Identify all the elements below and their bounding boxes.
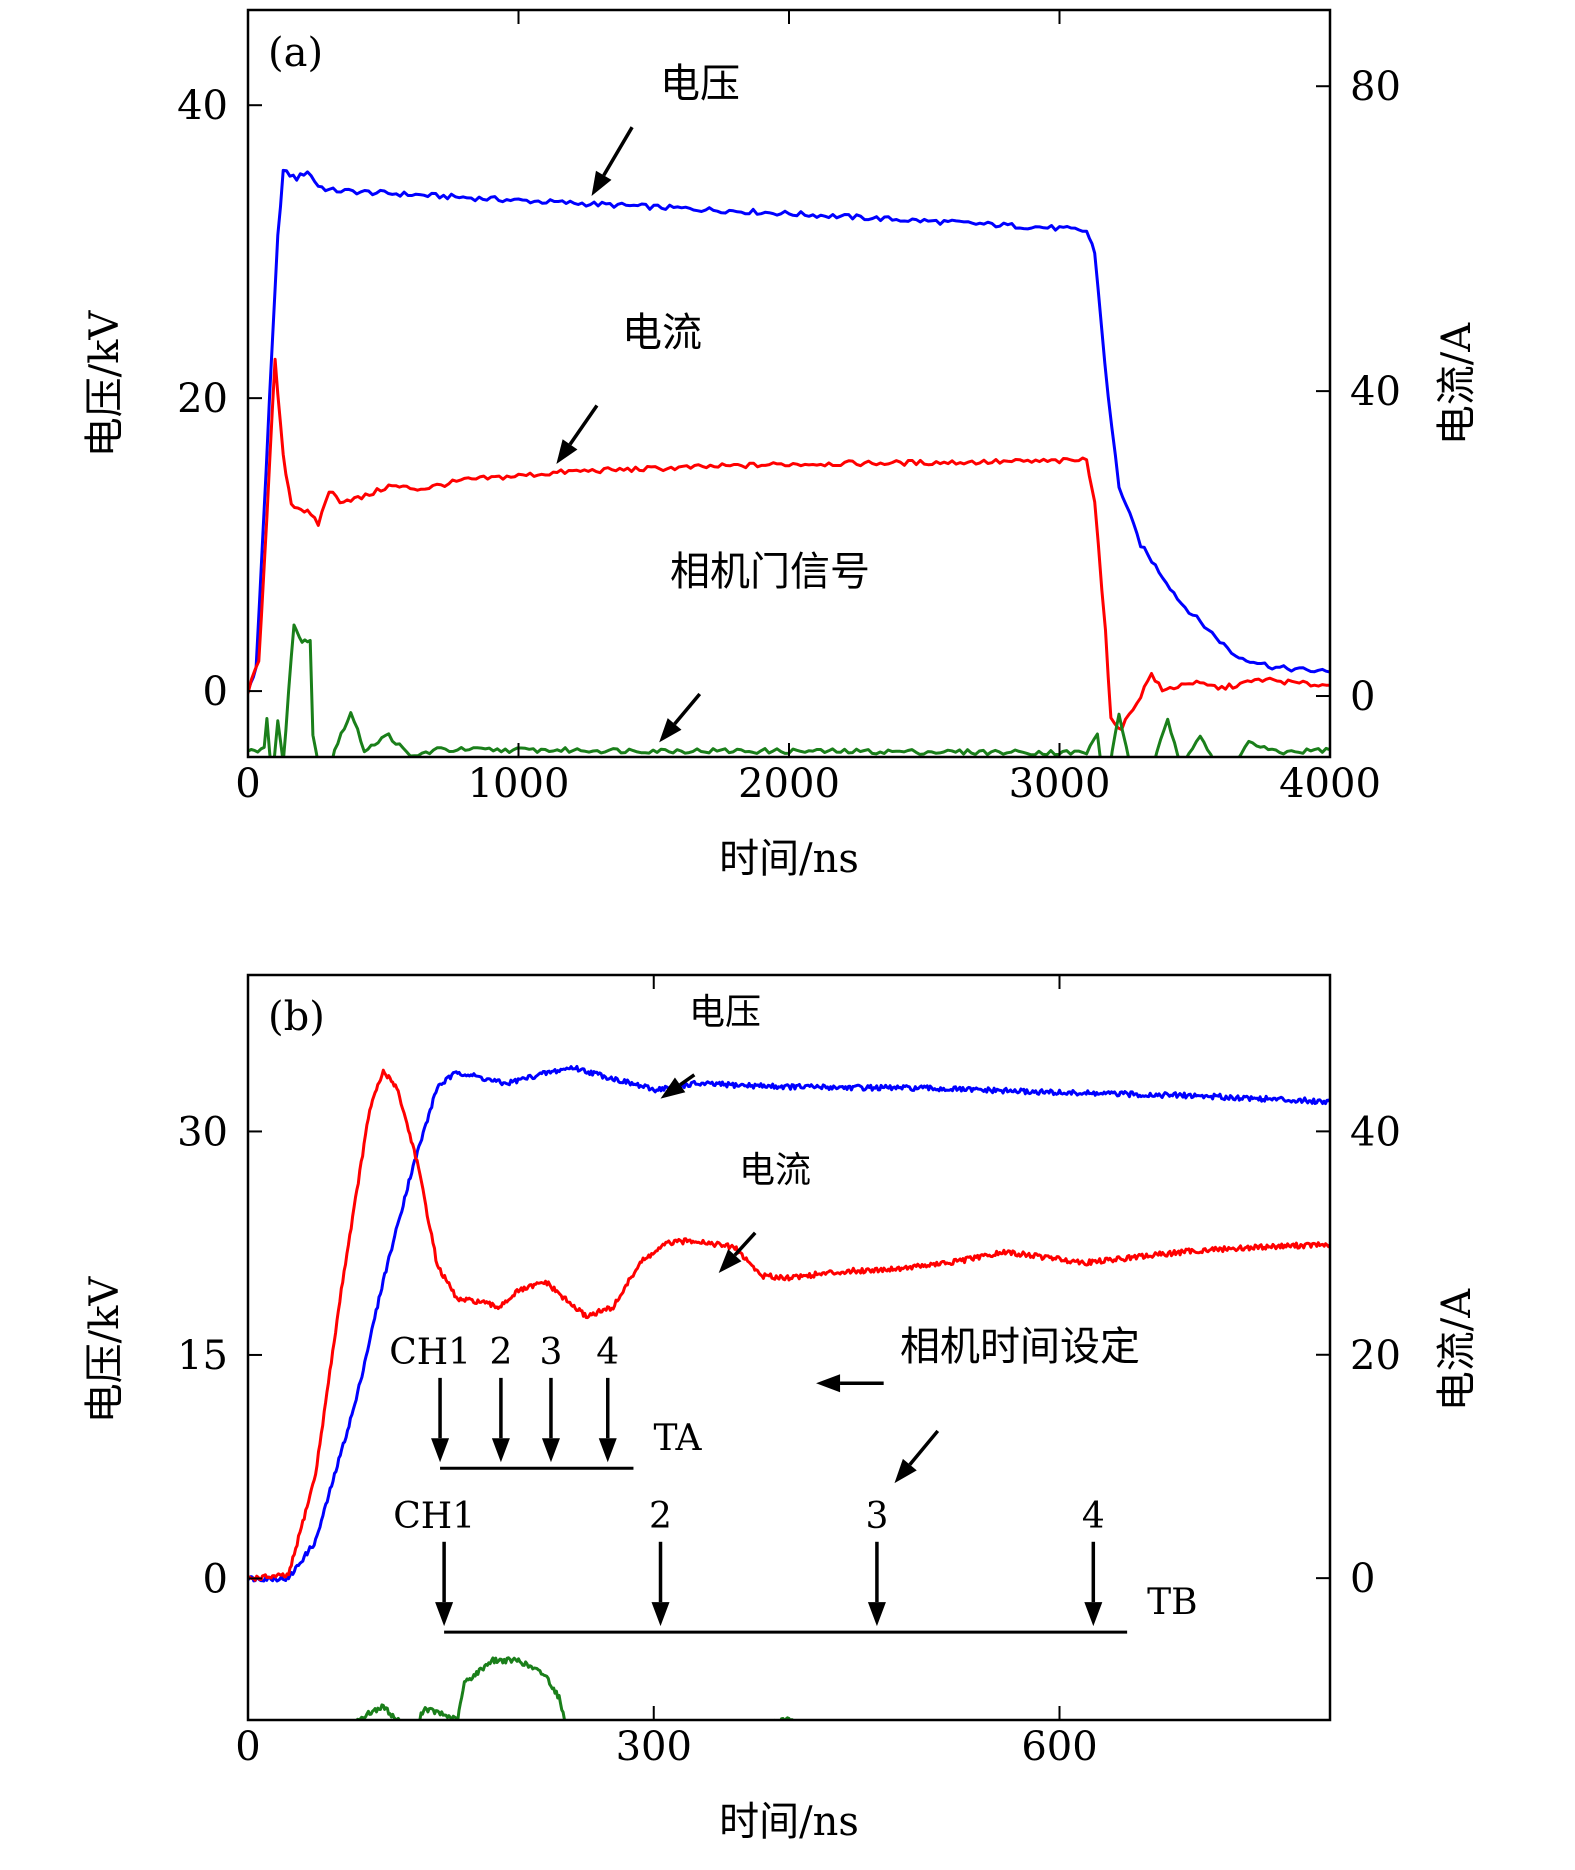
timing-label: CH1: [393, 1496, 475, 1537]
annotation-arrow: [591, 126, 634, 197]
annotation-arrow: [718, 1231, 757, 1273]
plot-frame: [246, 973, 1332, 1722]
x-tick-label: 0: [235, 1724, 260, 1770]
timing-bar-name: TB: [1147, 1582, 1197, 1623]
timing-bar-name: TA: [653, 1418, 702, 1459]
annotation-label: 电流: [739, 1150, 811, 1191]
y-tick-label-right: 20: [1350, 1333, 1401, 1379]
panel-a: 0 1000 2000 3000 4000 0 20 40 0 40 80 时间/ns 电压/kV 电流/…: [82, 8, 1480, 882]
y-tick-label-right: 40: [1350, 369, 1401, 415]
x-tick-label: 4000: [1279, 761, 1381, 807]
x-axis-title: 时间/ns: [719, 1799, 859, 1845]
plot-frame: [246, 8, 1332, 759]
series-current: [248, 357, 1330, 732]
timing-arrow: [491, 1377, 510, 1463]
series-camera-gate: [355, 1656, 798, 1720]
timing-label: 4: [596, 1332, 619, 1373]
timing-arrow: [1084, 1541, 1103, 1627]
panel-label: (a): [268, 30, 323, 76]
y-tick-label-left: 0: [203, 1556, 228, 1602]
timing-arrow: [435, 1541, 454, 1627]
x-tick-label: 300: [616, 1724, 692, 1770]
annotation-arrow: [556, 404, 599, 465]
annotation-arrow: [894, 1429, 940, 1484]
annotation-arrow: [660, 1073, 696, 1099]
x-tick-label: 2000: [738, 761, 840, 807]
x-tick-label: 3000: [1009, 761, 1111, 807]
y-tick-label-right: 40: [1350, 1109, 1401, 1155]
y-tick-label-right: 0: [1350, 674, 1375, 720]
timing-arrow: [651, 1541, 670, 1627]
series-camera-gate: [248, 623, 1330, 757]
timing-label: 3: [540, 1332, 563, 1373]
annotation-label: 相机门信号: [670, 549, 870, 595]
y-tick-label-left: 40: [177, 83, 228, 129]
annotation-label: 相机时间设定: [900, 1324, 1140, 1370]
timing-label: 4: [1082, 1496, 1105, 1537]
timing-label: 3: [865, 1496, 888, 1537]
timing-arrow: [431, 1377, 450, 1463]
y-tick-label-left: 30: [177, 1109, 228, 1155]
x-tick-label: 0: [235, 761, 260, 807]
annotation-label: 电流: [622, 310, 702, 356]
y-axis-title-left: 电压/kV: [82, 310, 128, 458]
y-tick-label-right: 0: [1350, 1556, 1375, 1602]
timing-arrow: [541, 1377, 560, 1463]
timing-label: CH1: [389, 1332, 471, 1373]
timing-arrow: [867, 1541, 886, 1627]
annotation-arrow: [659, 692, 702, 743]
x-axis-title: 时间/ns: [719, 836, 859, 882]
y-axis-title-right: 电流/A: [1434, 1288, 1480, 1411]
panel-label: (b): [268, 994, 325, 1040]
timing-label: 2: [649, 1496, 672, 1537]
y-tick-label-right: 80: [1350, 64, 1401, 110]
series-voltage: [248, 168, 1330, 692]
annotation-label: 电压: [689, 992, 761, 1033]
y-axis-title-left: 电压/kV: [82, 1276, 128, 1424]
y-tick-label-left: 20: [177, 376, 228, 422]
series-voltage: [248, 1064, 1330, 1583]
timing-label: 2: [489, 1332, 512, 1373]
annotation-arrow: [816, 1374, 884, 1393]
y-tick-label-left: 15: [177, 1333, 228, 1379]
x-tick-label: 600: [1021, 1724, 1097, 1770]
x-tick-label: 1000: [468, 761, 570, 807]
y-tick-label-left: 0: [203, 669, 228, 715]
series-current: [248, 1068, 1330, 1582]
y-axis-title-right: 电流/A: [1434, 322, 1480, 445]
annotation-label: 电压: [660, 61, 740, 107]
timing-arrow: [598, 1377, 617, 1463]
